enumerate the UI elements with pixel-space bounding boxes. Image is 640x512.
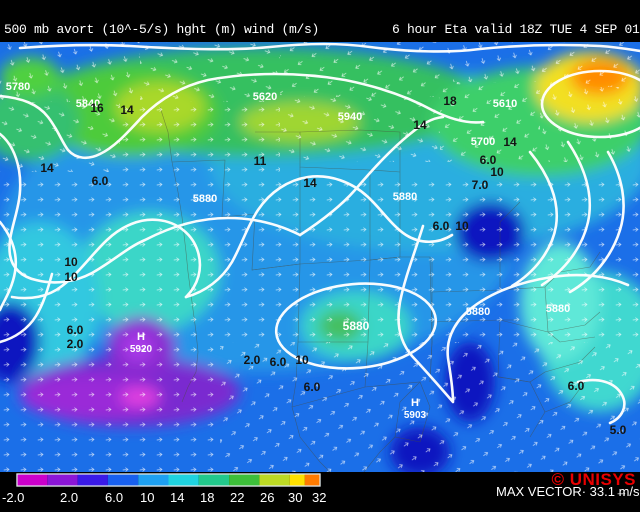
svg-text:6.0: 6.0 <box>105 490 123 505</box>
svg-text:5700: 5700 <box>471 136 495 148</box>
svg-text:14: 14 <box>40 161 54 175</box>
svg-text:16: 16 <box>90 101 104 115</box>
svg-text:30: 30 <box>288 490 302 505</box>
svg-text:H: H <box>137 331 145 343</box>
svg-text:22: 22 <box>230 490 244 505</box>
svg-text:6.0: 6.0 <box>568 379 585 393</box>
svg-text:10: 10 <box>295 353 309 367</box>
svg-text:10: 10 <box>455 219 469 233</box>
svg-text:6.0: 6.0 <box>67 323 84 337</box>
svg-text:26: 26 <box>260 490 274 505</box>
svg-text:→: → <box>615 484 628 499</box>
svg-text:5620: 5620 <box>253 91 277 103</box>
svg-text:10: 10 <box>64 270 78 284</box>
svg-text:10: 10 <box>64 255 78 269</box>
svg-text:5880: 5880 <box>546 303 570 315</box>
svg-text:6.0: 6.0 <box>270 355 287 369</box>
svg-text:6.0: 6.0 <box>92 174 109 188</box>
svg-text:-2.0: -2.0 <box>2 490 24 505</box>
svg-text:10: 10 <box>140 490 154 505</box>
svg-text:5780: 5780 <box>6 81 30 93</box>
svg-text:14: 14 <box>120 103 134 117</box>
svg-text:2.0: 2.0 <box>60 490 78 505</box>
svg-text:7.0: 7.0 <box>472 178 489 192</box>
svg-text:14: 14 <box>503 135 517 149</box>
svg-text:2.0: 2.0 <box>244 353 261 367</box>
svg-text:14: 14 <box>170 490 184 505</box>
svg-text:5880: 5880 <box>343 319 370 333</box>
svg-text:18: 18 <box>443 94 457 108</box>
svg-text:2.0: 2.0 <box>67 337 84 351</box>
svg-text:14: 14 <box>303 176 317 190</box>
svg-text:32: 32 <box>312 490 326 505</box>
svg-text:5.0: 5.0 <box>610 423 627 437</box>
svg-text:6.0: 6.0 <box>433 219 450 233</box>
svg-text:5903: 5903 <box>404 410 427 421</box>
svg-text:5880: 5880 <box>393 191 417 203</box>
svg-text:18: 18 <box>200 490 214 505</box>
svg-text:6.0: 6.0 <box>304 380 321 394</box>
svg-text:H: H <box>411 397 419 409</box>
svg-text:11: 11 <box>254 154 267 168</box>
svg-text:10: 10 <box>490 165 504 179</box>
svg-text:5940: 5940 <box>338 111 362 123</box>
svg-text:5920: 5920 <box>130 344 153 355</box>
svg-text:14: 14 <box>413 118 427 132</box>
svg-text:5610: 5610 <box>493 98 517 110</box>
svg-text:5880: 5880 <box>193 193 217 205</box>
svg-text:5880: 5880 <box>466 306 490 318</box>
